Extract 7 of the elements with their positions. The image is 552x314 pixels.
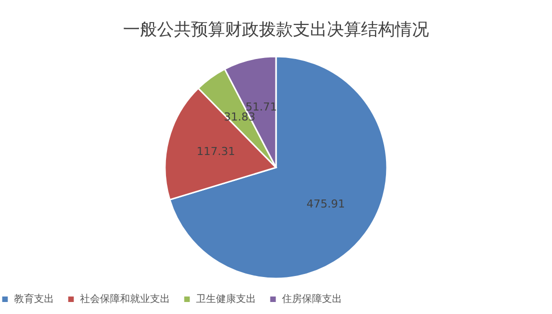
legend-label: 社会保障和就业支出 <box>80 293 170 306</box>
legend-label: 教育支出 <box>14 293 54 306</box>
legend-label: 卫生健康支出 <box>196 293 256 306</box>
legend-label: 住房保障支出 <box>282 293 342 306</box>
data-label: 117.31 <box>196 145 236 158</box>
chart-title: 一般公共预算财政拨款支出决算结构情况 <box>123 20 429 40</box>
data-label: 475.91 <box>306 197 346 210</box>
